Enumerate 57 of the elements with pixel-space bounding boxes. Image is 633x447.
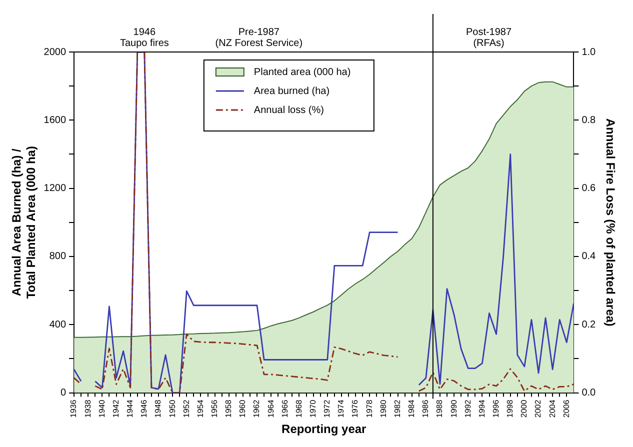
x-tick-label: 1992	[463, 399, 472, 418]
y2-tick-label: 0.0	[582, 388, 596, 399]
x-tick-label: 1938	[83, 399, 92, 418]
y-tick-label: 800	[49, 251, 66, 262]
y2-tick-label: 1.0	[582, 46, 596, 58]
y-axis-title: Annual Area Burned (ha) / Total Planted Area (000 ha)	[10, 146, 38, 299]
x-tick-label: 1952	[182, 399, 191, 418]
y-tick-label: 0	[60, 388, 66, 399]
x-tick-label: 1986	[421, 399, 430, 418]
x-tick-label: 1990	[449, 399, 458, 418]
x-tick-label: 1994	[477, 399, 486, 418]
x-tick-label: 1962	[252, 399, 262, 418]
x-tick-label: 1996	[491, 399, 500, 418]
x-tick-label: 1960	[238, 399, 248, 418]
y-tick-label: 1600	[44, 114, 66, 126]
y2-tick-label: 0.4	[582, 251, 596, 262]
x-tick-label: 1974	[336, 399, 346, 418]
x-tick-label: 2000	[520, 399, 529, 418]
x-tick-label: 1998	[506, 399, 515, 418]
x-tick-label: 2002	[534, 399, 543, 418]
y2-tick-label: 0.8	[582, 114, 596, 126]
text: Post-1987 (RFAs)	[466, 27, 512, 49]
x-tick-label: 1968	[294, 399, 304, 418]
x-tick-label: 1984	[407, 399, 416, 418]
legend-label: Area burned (ha)	[254, 86, 330, 97]
x-tick-label: 1944	[126, 399, 135, 418]
x-tick-label: 1980	[378, 399, 388, 418]
x-tick-label: 1970	[308, 399, 318, 418]
legend-label: Annual loss (%)	[254, 104, 324, 116]
x-tick-label: 1966	[280, 399, 290, 418]
x-tick-label: 1950	[168, 399, 177, 418]
y2-axis-title: Annual Fire Loss (% of planted area)	[603, 118, 618, 326]
x-tick-label: 1954	[196, 399, 205, 418]
y2-tick-label: 0.6	[582, 183, 596, 194]
x-tick-label: 1976	[350, 399, 360, 418]
annotation: 1946 Taupo fires	[120, 27, 169, 49]
legend-label: Planted area (000 ha)	[254, 66, 351, 78]
x-tick-label: 1972	[322, 399, 332, 418]
x-tick-label: 1946	[140, 399, 149, 418]
x-tick-label: 1978	[364, 399, 374, 418]
x-tick-label: 1940	[97, 399, 106, 418]
text: Pre-1987 (NZ Forest Service)	[215, 27, 303, 49]
y-tick-label: 2000	[44, 46, 66, 58]
x-tick-label: 1948	[154, 399, 163, 418]
x-tick-label: 1958	[224, 399, 234, 418]
x-tick-label: 1956	[210, 399, 219, 418]
y-tick-label: 400	[49, 319, 66, 330]
x-tick-label: 1988	[435, 399, 444, 418]
x-tick-label: 1982	[392, 399, 402, 418]
x-tick-label: 1964	[266, 399, 276, 418]
x-tick-label: 1942	[111, 399, 120, 418]
y-tick-label: 1200	[44, 183, 66, 194]
y2-tick-label: 0.2	[582, 319, 596, 330]
x-axis-title: Reporting year	[282, 422, 367, 436]
x-tick-label: 1936	[69, 399, 78, 418]
x-tick-label: 2006	[562, 399, 571, 418]
x-tick-label: 2004	[548, 399, 557, 418]
